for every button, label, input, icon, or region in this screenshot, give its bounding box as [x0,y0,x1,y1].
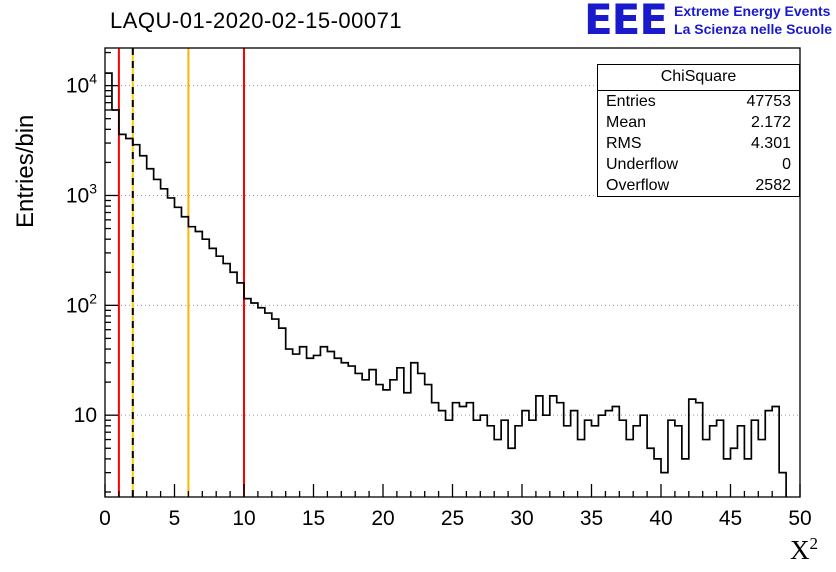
stats-value: 0 [782,156,791,173]
x-tick-label: 20 [371,507,394,530]
eee-logo-line2: La Scienza nelle Scuole [674,21,832,38]
stats-value: 47753 [746,93,792,110]
stats-value: 2582 [755,177,791,194]
plot-title: LAQU-01-2020-02-15-00071 [110,8,403,33]
x-axis-title-exponent: 2 [809,534,819,553]
stats-value: 4.301 [750,135,791,152]
stats-row-mean: Mean 2.172 [598,112,799,133]
stats-label: Entries [606,93,656,110]
stats-label: Underflow [606,156,679,173]
x-tick-label: 0 [99,507,111,530]
x-axis-title-base: X [790,535,810,565]
eee-logo-text: Extreme Energy Events La Scienza nelle S… [674,2,832,38]
x-tick-label: 35 [580,507,603,530]
x-tick-label: 45 [719,507,742,530]
eee-logo-mark: EEE [583,0,668,45]
stats-label: Mean [606,114,647,131]
x-tick-label: 25 [441,507,464,530]
y-tick-label: 104 [66,71,97,98]
eee-logo-line1: Extreme Energy Events [674,3,831,19]
x-tick-label: 30 [510,507,533,530]
stats-box-title: ChiSquare [598,65,799,91]
stats-label: RMS [606,135,642,152]
x-tick-label: 15 [302,507,325,530]
x-tick-label: 10 [232,507,255,530]
y-tick-label: 103 [66,180,97,207]
stats-box: ChiSquare Entries 47753 Mean 2.172 RMS 4… [597,64,800,197]
x-tick-label: 5 [169,507,181,530]
x-axis-title: X2 [790,534,818,566]
stats-row-rms: RMS 4.301 [598,133,799,154]
y-tick-label: 102 [66,290,97,317]
histogram-line [105,72,787,497]
y-tick-label: 10 [74,404,97,427]
x-tick-label: 40 [649,507,672,530]
stats-value: 2.172 [750,114,791,131]
stats-row-overflow: Overflow 2582 [598,175,799,196]
stats-label: Overflow [606,177,670,194]
y-axis-title: Entries/bin [12,114,39,228]
x-tick-label: 50 [788,507,811,530]
stats-row-entries: Entries 47753 [598,91,799,112]
eee-logo: EEE Extreme Energy Events La Scienza nel… [583,0,832,45]
stats-row-underflow: Underflow 0 [598,154,799,175]
